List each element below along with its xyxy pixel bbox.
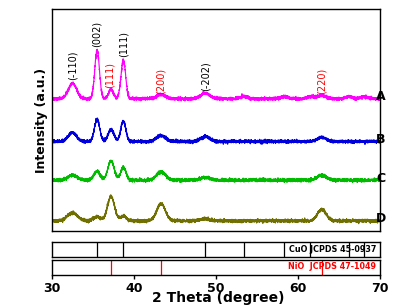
Text: 2 Theta (degree): 2 Theta (degree) [152, 291, 284, 305]
Text: (111): (111) [119, 31, 129, 57]
Text: B: B [376, 133, 386, 146]
Text: (-202): (-202) [200, 62, 210, 91]
Text: (111): (111) [104, 62, 114, 88]
Text: C: C [376, 172, 385, 184]
Text: A: A [376, 90, 386, 103]
Text: D: D [376, 212, 386, 225]
Text: (002): (002) [92, 21, 102, 47]
Text: (-110): (-110) [68, 51, 78, 80]
Text: (200): (200) [156, 68, 166, 94]
Text: (220): (220) [317, 68, 327, 94]
Text: NiO  JCPDS 47-1049: NiO JCPDS 47-1049 [288, 262, 376, 271]
Y-axis label: Intensity (a.u.): Intensity (a.u.) [35, 67, 48, 173]
Text: CuO JCPDS 45-0937: CuO JCPDS 45-0937 [288, 245, 376, 253]
